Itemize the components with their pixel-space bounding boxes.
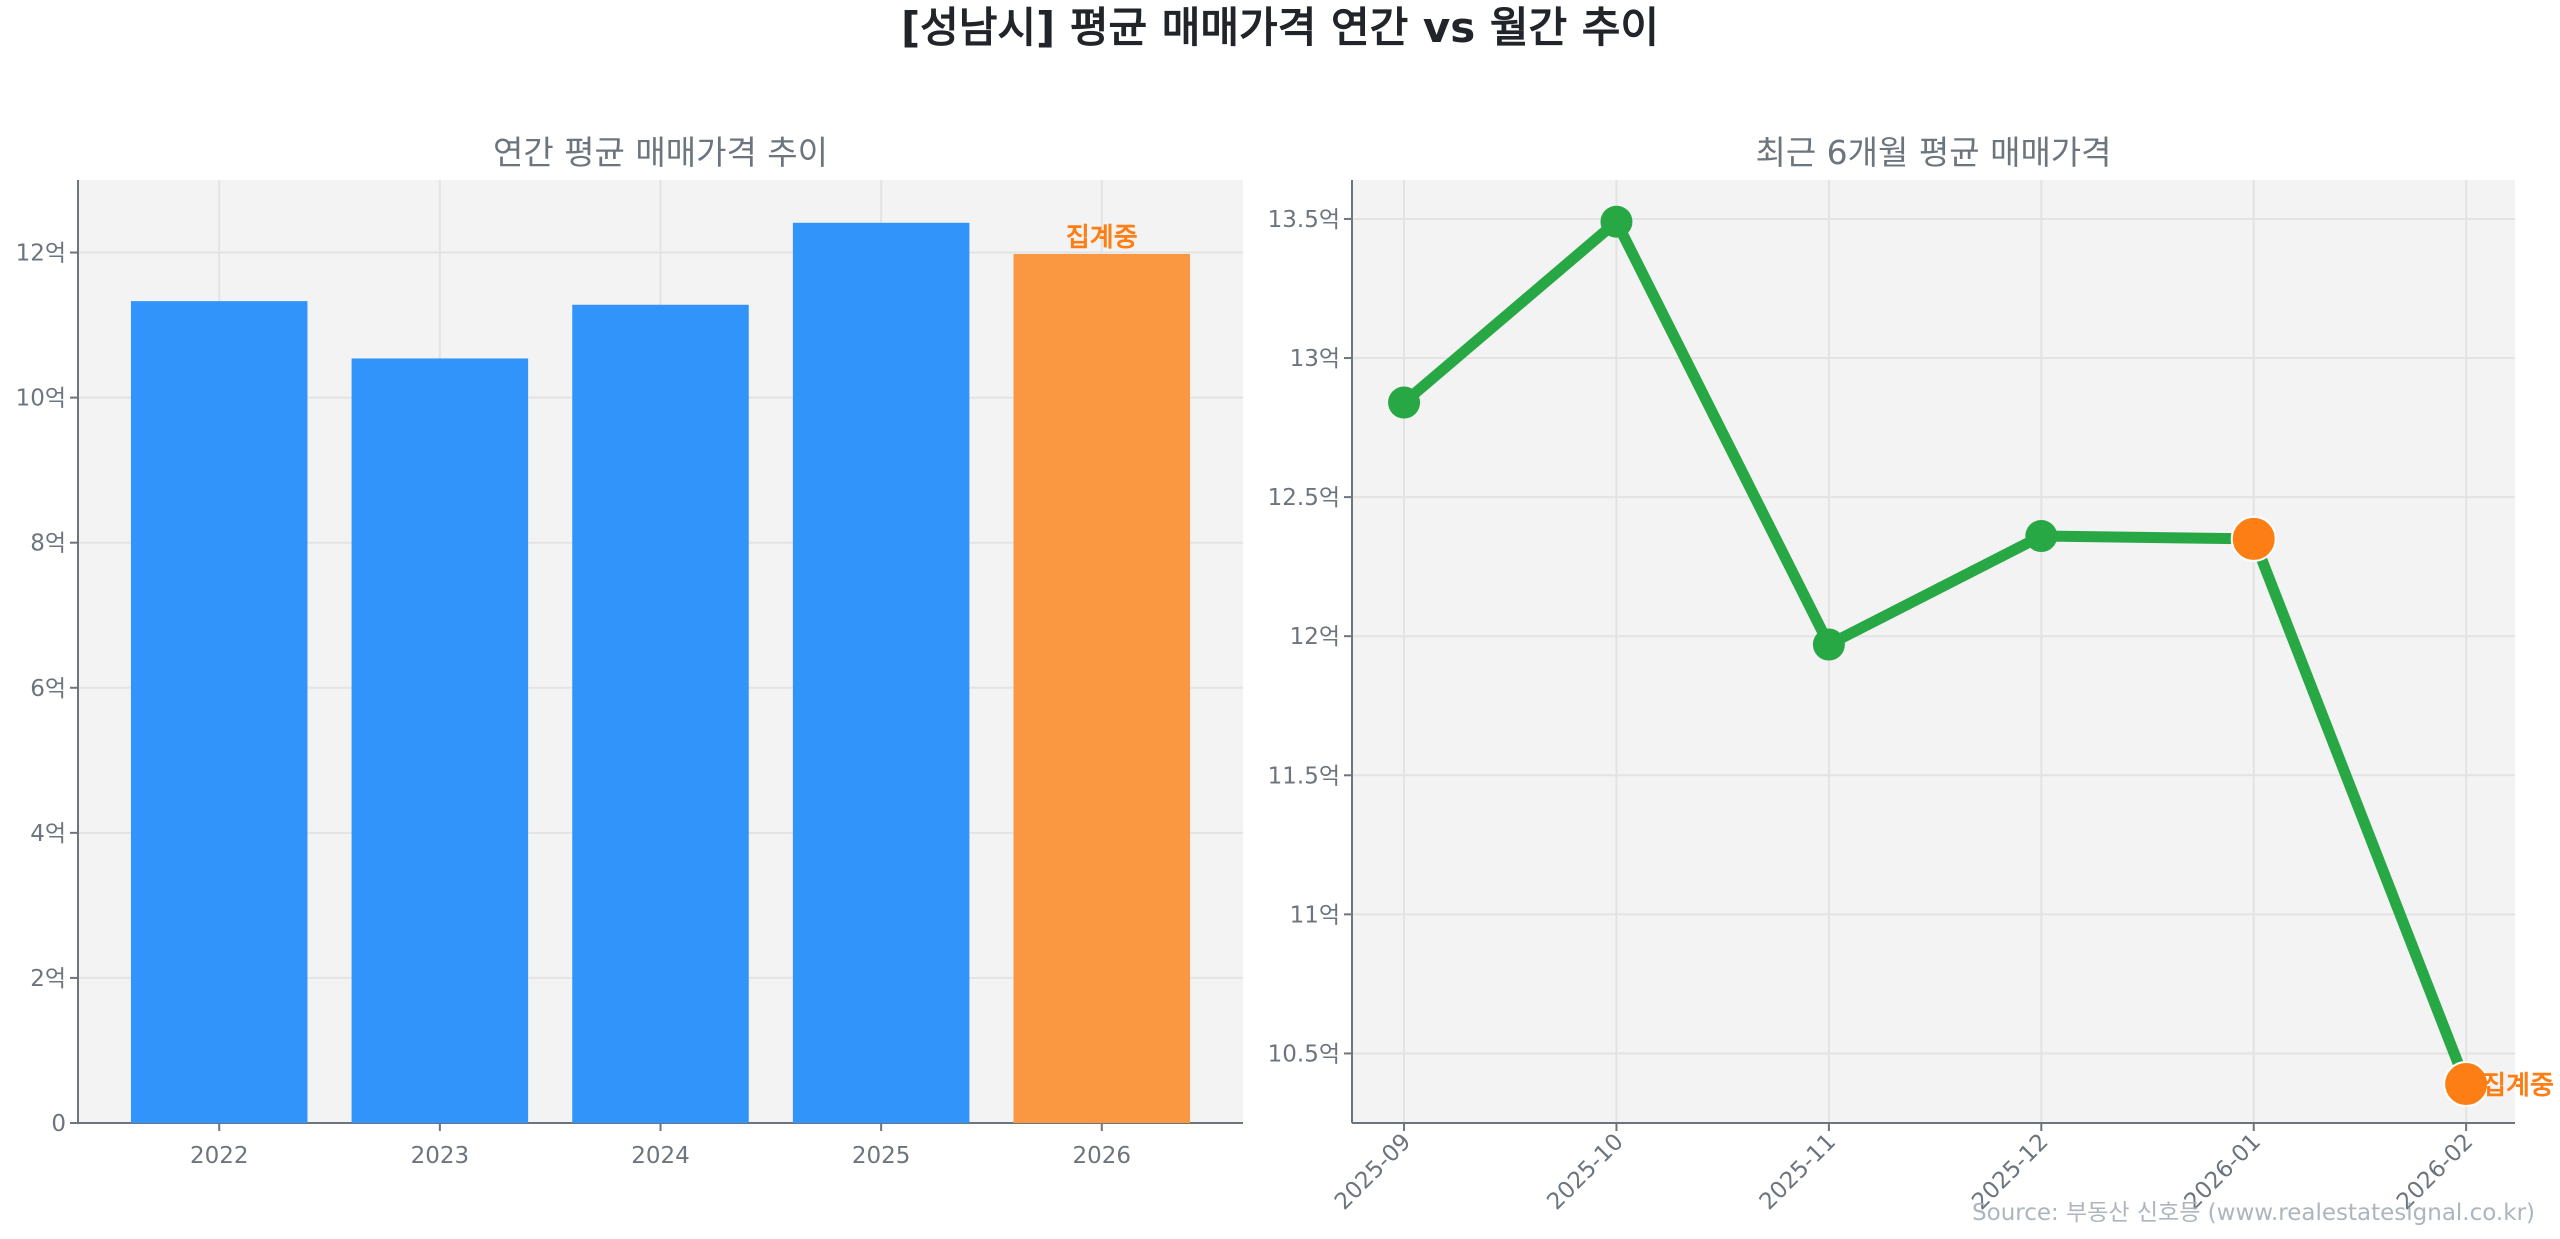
x-tick-label: 2026 [1073,1143,1132,1169]
y-tick-label: 12억 [1290,624,1340,650]
x-tick-label: 2025-11 [1755,1129,1841,1215]
y-tick-label: 10.5억 [1268,1041,1340,1067]
y-tick-label: 8억 [30,531,66,557]
data-point [2025,520,2058,553]
data-point [1600,205,1633,238]
y-tick-label: 11.5억 [1268,763,1340,789]
subplot-title: 최근 6개월 평균 매매가격 [1755,133,2111,172]
data-point [1812,628,1845,661]
y-tick-label: 2억 [30,966,66,992]
y-tick-label: 0 [51,1111,66,1137]
y-tick-label: 6억 [30,676,66,702]
partial-annotation: 집계중 [1066,223,1138,253]
data-point [1388,386,1421,419]
bar-partial [1013,253,1191,1123]
plot-background [1352,180,2515,1123]
y-tick-label: 13.5억 [1268,207,1340,233]
monthly-line-chart: 10.5억 11억 11.5억 12억 12.5억 13억 13.5억 2025-09 2025… [1268,133,2554,1215]
x-tick-label: 2023 [411,1143,470,1169]
figure-title: [성남시] 평균 매매가격 연간 vs 월간 추이 [901,3,1659,52]
partial-annotation: 집계중 [2482,1071,2554,1101]
x-tick-label: 2024 [631,1143,690,1169]
y-tick-label: 12.5억 [1268,485,1340,511]
subplot-title: 연간 평균 매매가격 추이 [493,133,828,172]
x-tick-label: 2025 [852,1143,911,1169]
bar [351,358,529,1124]
bar [130,301,308,1123]
x-tick-label: 2022 [190,1143,249,1169]
y-tick-label: 13억 [1290,346,1340,372]
x-tick-label: 2025-09 [1330,1129,1416,1215]
source-note: Source: 부동산 신호등 (www.realestatesignal.co… [1972,1200,2535,1226]
series-line [1400,216,2472,1087]
y-tick-label: 11억 [1290,902,1340,928]
y-tick-label: 10억 [16,386,66,412]
data-point-partial [2443,1061,2490,1108]
annual-bar-chart: 0 2억 4억 6억 8억 10억 12억 2022 2023 2024 2025 2026 연간 평균… [16,133,1243,1169]
bar [792,222,970,1123]
y-tick-label: 12억 [16,241,66,267]
data-point-partial [2230,515,2277,562]
bar [572,304,749,1124]
x-tick-label: 2025-10 [1542,1129,1628,1215]
y-tick-label: 4억 [30,821,66,847]
